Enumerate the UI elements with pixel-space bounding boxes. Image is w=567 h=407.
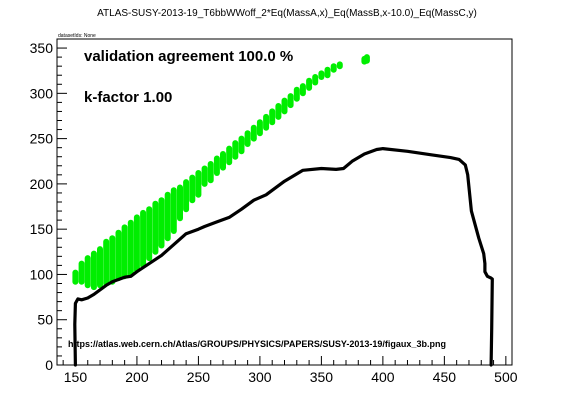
- agreement-annotation: validation agreement 100.0 %: [84, 48, 293, 65]
- y-tick-label: 0: [45, 357, 53, 373]
- y-tick-label: 50: [37, 312, 53, 328]
- kfactor-annotation: k-factor 1.00: [84, 89, 172, 106]
- x-tick-label: 350: [310, 369, 334, 385]
- y-tick-label: 250: [30, 131, 54, 147]
- y-tick-label: 350: [30, 40, 54, 56]
- x-tick-label: 400: [371, 369, 395, 385]
- x-axis: 150 200 250 300 350 400 450 500: [62, 356, 518, 385]
- exclusion-curve: [73, 147, 494, 367]
- scatter-points: [72, 54, 370, 291]
- source-url: https://atlas.web.cern.ch/Atlas/GROUPS/P…: [68, 339, 446, 349]
- plot-frame: [56, 38, 513, 366]
- x-tick-label: 250: [187, 369, 211, 385]
- dataset-label: datasetIds: None: [58, 33, 96, 39]
- chart-title: ATLAS-SUSY-2013-19_T6bbWWoff_2*Eq(MassA,…: [97, 8, 477, 19]
- y-tick-label: 200: [30, 176, 54, 192]
- y-tick-label: 300: [30, 85, 54, 101]
- x-tick-label: 450: [433, 369, 457, 385]
- y-tick-label: 100: [30, 266, 54, 282]
- x-tick-label: 300: [248, 369, 272, 385]
- x-tick-label: 150: [64, 369, 88, 385]
- x-tick-label: 200: [125, 369, 149, 385]
- y-axis: 0 50 100 150 200 250 300 350: [30, 38, 67, 373]
- y-tick-label: 150: [30, 221, 54, 237]
- x-tick-label: 500: [494, 369, 518, 385]
